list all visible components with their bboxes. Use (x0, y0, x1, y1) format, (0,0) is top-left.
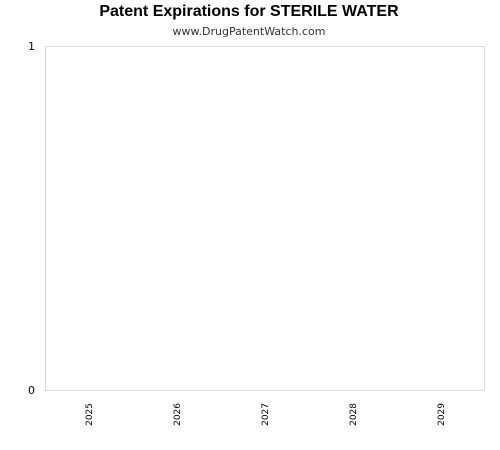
x-tick-label: 2029 (437, 403, 447, 426)
y-axis: 01 (28, 40, 35, 397)
x-tick-label: 2027 (261, 403, 271, 426)
y-tick-label: 0 (28, 384, 35, 397)
x-axis: 2025 2026 2027 2028 2029 (85, 403, 447, 426)
x-tick-label: 2025 (85, 403, 95, 426)
x-tick-label: 2026 (173, 403, 183, 426)
y-tick-label: 1 (28, 40, 35, 53)
plot-area (46, 47, 485, 391)
x-tick-label: 2028 (349, 403, 359, 426)
